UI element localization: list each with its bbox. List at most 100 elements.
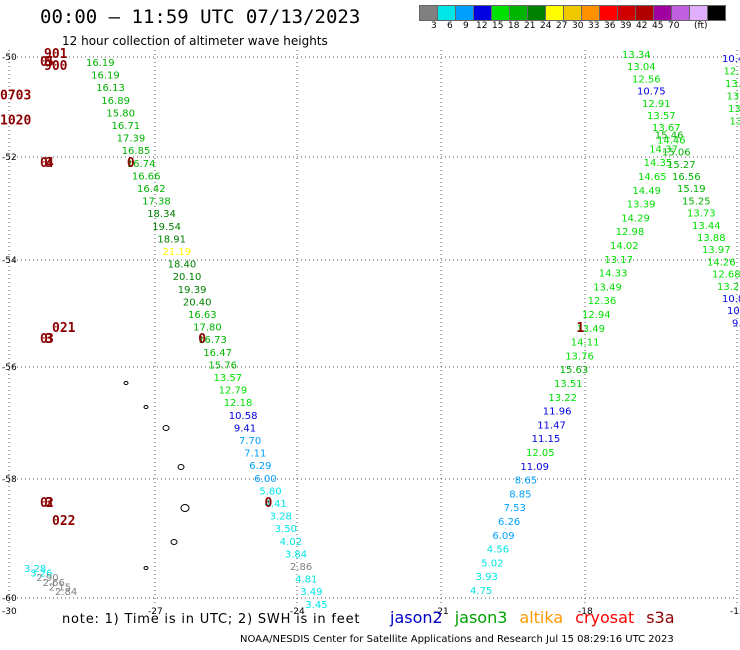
swh-value: 15.80 bbox=[106, 108, 135, 119]
island-outline bbox=[123, 381, 129, 385]
swh-value: 13.34 bbox=[622, 50, 651, 61]
swh-value: 17.80 bbox=[193, 323, 222, 334]
legend-label: 39 bbox=[620, 21, 632, 31]
swh-value: 18.40 bbox=[168, 260, 197, 271]
island-outline bbox=[180, 504, 190, 512]
footnote: note: 1) Time is in UTC; 2) SWH is in fe… bbox=[62, 612, 361, 627]
swh-value: 21.19 bbox=[163, 247, 192, 258]
swh-value: 12.13 bbox=[724, 67, 740, 78]
page-title: 00:00 – 11:59 UTC 07/13/2023 bbox=[40, 6, 361, 28]
swh-value: 14.33 bbox=[599, 269, 628, 280]
swh-value: 15.46 bbox=[655, 131, 684, 142]
swh-value: 13.39 bbox=[627, 200, 656, 211]
swh-value: 3.45 bbox=[305, 600, 327, 611]
swh-value: 5.02 bbox=[481, 558, 503, 569]
swh-value: 13.46 bbox=[725, 79, 740, 90]
swh-value: 20.10 bbox=[173, 272, 202, 283]
swh-value: 13.88 bbox=[697, 233, 726, 244]
color-legend bbox=[419, 5, 726, 21]
swh-value: 16.74 bbox=[127, 159, 156, 170]
swh-value: 16.42 bbox=[137, 184, 166, 195]
swh-value: 8.65 bbox=[515, 476, 537, 487]
swh-value: 2.84 bbox=[55, 587, 77, 598]
island-outline bbox=[162, 425, 170, 431]
swh-value: 19.54 bbox=[152, 222, 181, 233]
lat-tick-label: -52 bbox=[2, 153, 17, 163]
swh-value: 14.26 bbox=[707, 257, 736, 268]
swh-value: 12.56 bbox=[632, 74, 661, 85]
island-outline bbox=[177, 464, 185, 470]
swh-value: 10.87 bbox=[722, 294, 740, 305]
swh-value: 12.05 bbox=[526, 448, 555, 459]
swh-value: 16.89 bbox=[101, 96, 130, 107]
swh-value: 13.57 bbox=[647, 111, 676, 122]
satellite-legend-entry: cryosat bbox=[575, 608, 635, 627]
swh-value: 13.15 bbox=[727, 92, 740, 103]
pass-time-label: 1021 bbox=[52, 321, 584, 336]
swh-value: 6.09 bbox=[492, 531, 514, 542]
legend-label: 12 bbox=[476, 21, 488, 31]
swh-value: 14.37 bbox=[649, 144, 678, 155]
swh-value: 19.39 bbox=[178, 285, 207, 296]
swh-value: 8.85 bbox=[509, 489, 531, 500]
satellite-legend-entry: s3a bbox=[646, 608, 675, 627]
swh-value: 12.91 bbox=[642, 99, 671, 110]
swh-value: 12.68 bbox=[712, 270, 740, 281]
legend-label: 9 bbox=[463, 21, 469, 31]
swh-value: 10.4 bbox=[722, 54, 740, 65]
swh-value: 14.35 bbox=[644, 158, 673, 169]
legend-label: 15 bbox=[492, 21, 504, 31]
swh-value: 14.65 bbox=[638, 172, 667, 183]
swh-value: 16.73 bbox=[198, 335, 227, 346]
swh-value: 20.40 bbox=[183, 297, 212, 308]
swh-value: 4.56 bbox=[487, 545, 509, 556]
swh-value: 18.91 bbox=[157, 234, 186, 245]
legend-label: 33 bbox=[588, 21, 600, 31]
swh-value: 4.81 bbox=[295, 575, 317, 586]
satellite-legend-entry: altika bbox=[519, 608, 564, 627]
lon-tick-label: -30 bbox=[2, 607, 17, 617]
swh-value: 2.86 bbox=[290, 562, 312, 573]
legend-label: 6 bbox=[447, 21, 453, 31]
swh-value: 14.11 bbox=[571, 338, 600, 349]
swh-value: 10.75 bbox=[637, 87, 666, 98]
swh-value: 11.15 bbox=[532, 434, 561, 445]
swh-value: 11.47 bbox=[537, 420, 566, 431]
legend-label: 18 bbox=[508, 21, 520, 31]
lon-tick-label: -27 bbox=[148, 607, 163, 617]
legend-label: 30 bbox=[572, 21, 584, 31]
pass-time-label: 0032 bbox=[40, 496, 273, 511]
legend-label: 70 bbox=[668, 21, 680, 31]
swh-value: 2.66 bbox=[43, 578, 65, 589]
swh-value: 13.44 bbox=[692, 221, 721, 232]
satellite-legend-entry: jason2 bbox=[390, 608, 443, 627]
swh-value: 14.29 bbox=[621, 213, 650, 224]
swh-value: 6.26 bbox=[498, 517, 520, 528]
swh-value: 15.27 bbox=[667, 160, 696, 171]
pass-time-label: 0034 bbox=[40, 156, 135, 171]
swh-value: 15.06 bbox=[662, 148, 691, 159]
swh-value: 3.93 bbox=[476, 572, 498, 583]
track-1057: 3.283.262.902.662.152.841057 bbox=[24, 564, 77, 598]
pass-time-label: 1020 bbox=[0, 114, 31, 129]
swh-value: 3.50 bbox=[275, 524, 297, 535]
lat-tick-label: -56 bbox=[2, 363, 17, 373]
graticule bbox=[8, 50, 738, 604]
legend-label: 42 bbox=[636, 21, 648, 31]
swh-value: 13.97 bbox=[702, 245, 731, 256]
swh-value: 3.28 bbox=[270, 512, 292, 523]
swh-value: 14.02 bbox=[610, 241, 639, 252]
swh-value: 9.51 bbox=[732, 318, 740, 329]
island-outline bbox=[143, 405, 149, 409]
island-outline bbox=[170, 539, 178, 545]
swh-value: 3.26 bbox=[30, 569, 52, 580]
swh-value: 16.19 bbox=[91, 71, 120, 82]
swh-value: 13.17 bbox=[604, 255, 633, 266]
swh-value: 4.75 bbox=[470, 586, 492, 597]
swh-value: 4.41 bbox=[265, 499, 287, 510]
track-s3a-0032: 16.1916.1916.1316.8915.8016.7117.3916.85… bbox=[40, 55, 740, 611]
swh-value: 13.49 bbox=[576, 324, 605, 335]
swh-value: 16.85 bbox=[122, 146, 151, 157]
